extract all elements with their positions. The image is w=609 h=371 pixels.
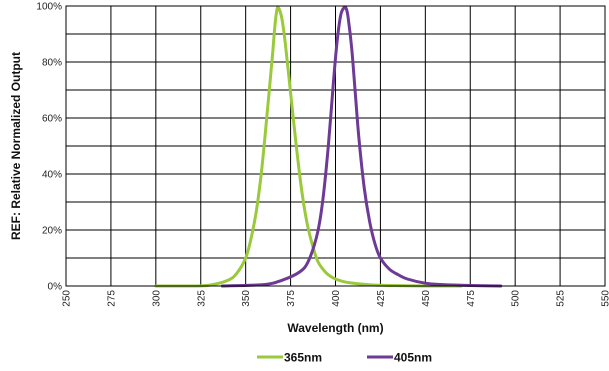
x-tick-label: 350 [241, 290, 252, 307]
x-tick-label: 375 [286, 290, 297, 307]
x-tick-label: 250 [62, 290, 73, 307]
plot-frame [65, 5, 606, 287]
y-tick-label: 60% [42, 114, 62, 125]
x-tick-label: 525 [556, 290, 567, 307]
x-axis-label: Wavelength (nm) [287, 321, 383, 335]
x-tick-labels: 250 275 300 325 350 375 400 425 450 475 500 525 550 [62, 290, 609, 307]
y-tick-label: 80% [42, 58, 62, 69]
y-tick-labels: 0% 20% 40% 60% 80% 100% [36, 2, 62, 293]
legend-label-0: 365nm [284, 351, 322, 365]
x-tick-label: 275 [106, 290, 117, 307]
series-line-0 [154, 5, 463, 288]
x-tick-label: 475 [466, 290, 477, 307]
series-line-1 [220, 5, 503, 288]
x-tick-label: 300 [151, 290, 162, 307]
y-tick-label: 40% [42, 170, 62, 181]
legend: 365nm 405nm [257, 351, 432, 365]
x-tick-label: 400 [331, 290, 342, 307]
y-axis-label: REF: Relative Normalized Output [9, 52, 23, 240]
x-tick-label: 550 [601, 290, 609, 307]
x-tick-label: 425 [376, 290, 387, 307]
x-tick-label: 450 [421, 290, 432, 307]
y-tick-label: 100% [36, 2, 62, 13]
y-tick-label: 20% [42, 226, 62, 237]
series-curves [154, 5, 503, 288]
x-tick-label: 325 [196, 290, 207, 307]
y-tick-label: 0% [48, 282, 63, 293]
legend-label-1: 405nm [394, 351, 432, 365]
x-tick-label: 500 [511, 290, 522, 307]
